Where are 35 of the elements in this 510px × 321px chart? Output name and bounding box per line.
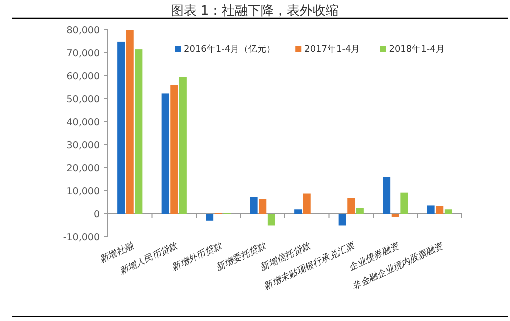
legend-label: 2017年1-4月 (304, 44, 360, 55)
bar (135, 50, 143, 214)
y-tick-label: 0 (94, 210, 100, 220)
y-tick-label: 70,000 (66, 48, 100, 60)
bar (400, 192, 408, 214)
y-tick-label: 20,000 (66, 164, 100, 174)
bar (338, 214, 346, 226)
bar (250, 197, 258, 214)
bar (356, 208, 364, 214)
bar (348, 198, 356, 214)
bar (303, 194, 311, 214)
y-tick-label: 60,000 (66, 72, 100, 82)
bar (206, 214, 214, 221)
legend-label: 2016年1-4月（亿元） (184, 44, 276, 55)
y-tick-label: 50,000 (66, 94, 100, 106)
y-tick-label: 80,000 (66, 26, 100, 36)
bar (392, 214, 400, 217)
bar (268, 214, 276, 226)
y-tick-label: 10,000 (66, 186, 100, 198)
chart-title: 图表 1：社融下降，表外收缩 (170, 4, 340, 19)
bar (162, 94, 170, 214)
legend-label: 2018年1-4月 (389, 44, 445, 55)
bar (259, 200, 267, 214)
bar (170, 85, 178, 214)
bar (444, 210, 452, 214)
bar (118, 42, 126, 214)
bar (427, 206, 435, 214)
bar (179, 77, 187, 214)
y-tick-label: 40,000 (66, 118, 100, 128)
y-tick-label: -10,000 (63, 232, 100, 244)
bar (126, 30, 134, 214)
y-tick-label: 30,000 (66, 140, 100, 152)
bar (383, 177, 391, 214)
bar (436, 206, 444, 214)
bar (294, 210, 302, 214)
